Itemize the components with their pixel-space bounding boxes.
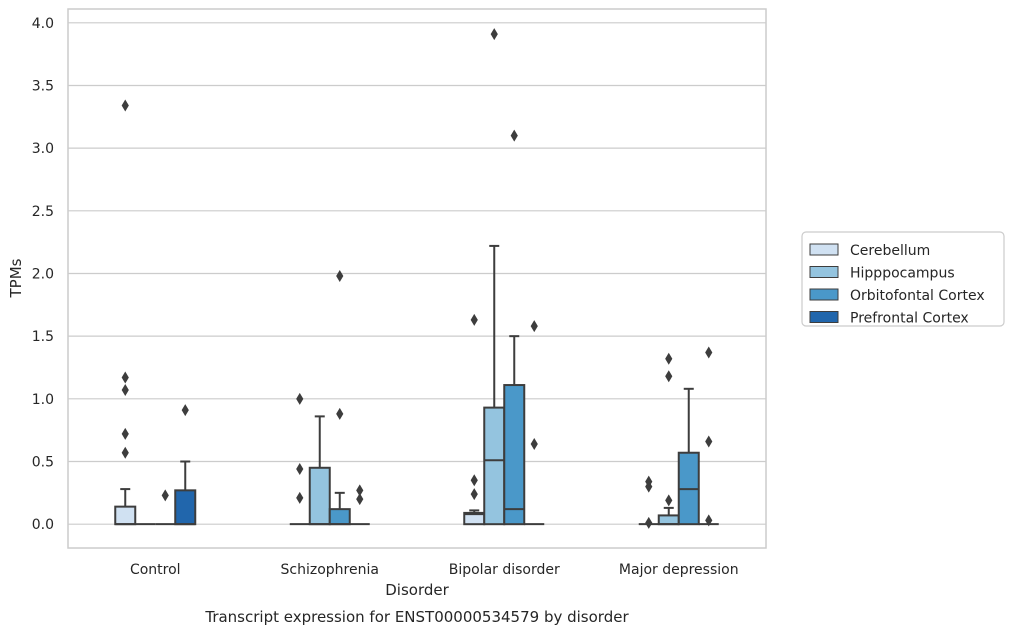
outlier-point [705,435,713,448]
box-body [114,505,137,526]
outlier-point [161,489,169,502]
y-tick-label: 1.5 [32,329,54,345]
outlier-point [296,491,304,504]
outlier-point [530,320,538,333]
outlier-point [470,313,478,326]
y-tick-label: 4.0 [32,16,54,32]
legend-swatch [809,243,839,256]
plot-series [114,28,719,529]
legend: Cerebellum Hipppocampus Orbitofontal Corte… [801,231,1005,327]
box-group [328,269,351,526]
box-group [503,129,526,526]
outlier-point [470,488,478,501]
box-body [174,489,197,526]
y-tick-label: 2.5 [32,204,54,220]
legend-swatch [809,288,839,301]
box-body [483,406,506,526]
box-group [174,404,197,526]
box-body [308,466,331,526]
box-group [677,387,700,526]
outlier-point [490,28,498,41]
outlier-point [665,352,673,365]
outlier-point [665,370,673,383]
y-tick-label: 2.0 [32,266,54,282]
outlier-point [645,516,653,529]
plot-frame [67,8,767,549]
outlier-point [665,494,673,507]
y-axis-label: TPMs [7,258,25,298]
y-axis-ticks: 0.0 0.5 1.0 1.5 2.0 2.5 3.0 3.5 4.0 [32,16,54,533]
box-group [155,489,176,526]
box-group [349,484,370,526]
box-group [483,28,506,526]
outlier-point [121,427,129,440]
x-tick-label: Schizophrenia [281,562,379,578]
outlier-point [296,463,304,476]
x-axis-label: Disorder [385,581,449,599]
outlier-point [121,384,129,397]
box-group [524,320,545,526]
box-body [657,514,680,526]
box-group [308,415,331,526]
y-tick-label: 1.0 [32,392,54,408]
outlier-point [705,346,713,359]
outlier-point [356,484,364,497]
outlier-point [181,404,189,417]
box-body [328,508,351,526]
legend-label: Hipppocampus [850,266,955,282]
outlier-point [470,474,478,487]
legend-frame [801,231,1005,327]
legend-swatch [809,266,839,278]
legend-label: Cerebellum [850,243,930,259]
outlier-point [356,493,364,506]
grid-lines [68,22,766,525]
outlier-point [336,407,344,420]
x-tick-label: Major depression [619,562,739,578]
legend-label: Orbitofontal Cortex [850,288,985,304]
box-group [698,346,719,527]
y-tick-label: 0.0 [32,517,54,533]
y-tick-label: 0.5 [32,455,54,471]
outlier-point [121,371,129,384]
chart-caption: Transcript expression for ENST0000053457… [204,608,629,626]
outlier-point [530,437,538,450]
y-tick-label: 3.0 [32,141,54,157]
legend-label: Prefrontal Cortex [850,311,969,327]
box-group [289,392,310,526]
x-tick-label: Control [130,562,181,578]
x-tick-label: Bipolar disorder [449,562,560,578]
box-group [114,99,137,526]
outlier-point [336,269,344,282]
outlier-point [705,514,713,527]
outlier-point [121,446,129,459]
outlier-point [510,129,518,142]
box-group [657,352,680,526]
box-group [463,313,486,526]
y-tick-label: 3.5 [32,78,54,94]
outlier-point [296,392,304,405]
x-axis-ticks: Control Schizophrenia Bipolar disorder Majo… [130,562,739,578]
box-group [638,475,659,529]
outlier-point [645,475,653,488]
box-body [503,384,526,526]
legend-swatch [809,311,839,323]
outlier-point [121,99,129,112]
